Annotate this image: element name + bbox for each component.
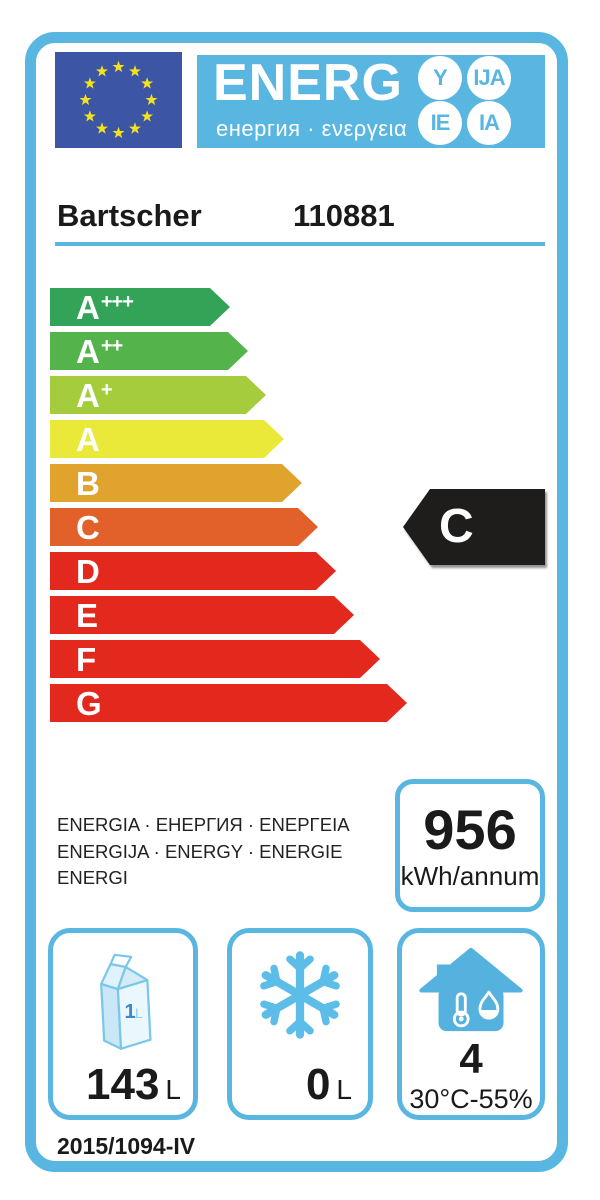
milk-carton-icon: 1 L <box>100 953 152 1050</box>
model-identifier: 110881 <box>293 198 395 233</box>
annual-energy-value: 956 <box>423 797 517 861</box>
carton-capacity-label: 1 <box>124 1001 135 1023</box>
scale-arrow-aplus: A+ <box>50 376 266 414</box>
suffix-bubble-ie: IE <box>418 101 462 145</box>
rating-indicator: C <box>403 489 545 565</box>
thermometer-icon <box>452 992 470 1028</box>
scale-arrow-sup: +++ <box>100 290 133 313</box>
scale-arrow-d: D <box>50 552 336 590</box>
scale-arrow-label: E <box>76 596 99 634</box>
energy-language-line: ENERGIA · ЕНЕРГИЯ · ΕΝΕΡΓΕΙΑ <box>57 814 350 835</box>
humidity-droplet-icon <box>478 990 500 1020</box>
scale-arrow-b: B <box>50 464 302 502</box>
scale-arrow-label: C <box>76 508 100 546</box>
annual-energy-unit: kWh/annum <box>400 860 540 891</box>
energ-wordmark: ENERG <box>213 54 403 112</box>
energy-language-line: ENERGI <box>57 867 128 888</box>
snowflake-icon <box>260 951 340 1039</box>
scale-arrow-f: F <box>50 640 380 678</box>
energy-word-languages: ENERGIA · ЕНЕРГИЯ · ΕΝΕΡΓΕΙΑ ENERGIJA · … <box>57 812 350 892</box>
fresh-volume-value: 143 <box>86 1060 160 1109</box>
scale-arrow-e: E <box>50 596 354 634</box>
scale-arrow-label: A <box>76 420 100 458</box>
scale-arrow-label: G <box>76 684 102 722</box>
fresh-volume-unit: L <box>165 1074 181 1105</box>
suffix-bubble-y: Y <box>418 56 462 100</box>
energ-subtitle: енергия · ενεργεια <box>216 116 408 141</box>
scale-arrow-a: A <box>50 420 284 458</box>
scale-arrow-sup: + <box>100 378 112 401</box>
scale-arrow-g: G <box>50 684 407 722</box>
scale-arrow-label: B <box>76 464 100 502</box>
header-divider <box>55 242 545 246</box>
scale-arrow-sup: ++ <box>100 334 123 357</box>
frozen-volume-value-row: 0 L <box>306 1063 352 1107</box>
rating-indicator-arrow: C <box>403 489 545 565</box>
scale-arrow-label: A+++ <box>76 288 133 326</box>
house-climate-icon <box>419 947 523 1032</box>
scale-arrow-label: A+ <box>76 376 112 414</box>
climate-class-value: 4 <box>459 1035 483 1082</box>
frozen-volume-value: 0 <box>305 1060 331 1109</box>
energy-language-line: ENERGIJA · ENERGY · ENERGIE <box>57 840 343 862</box>
frozen-volume-unit: L <box>336 1074 352 1105</box>
climate-range: 30°C-55% <box>409 1084 533 1114</box>
carton-capacity-unit: L <box>135 1006 143 1022</box>
rating-scale: A+++ A++ A+ A B C D E F G <box>50 288 550 728</box>
scale-arrow-aplusplusplus: A+++ <box>50 288 230 326</box>
rating-indicator-value: C <box>439 500 474 553</box>
scale-arrow-label: F <box>76 640 97 678</box>
climate-class-box: 4 30°C-55% <box>397 928 545 1120</box>
scale-arrow-label: D <box>76 552 100 590</box>
scale-arrow-label: A++ <box>76 332 123 370</box>
fresh-volume-value-row: 143 L <box>86 1063 181 1107</box>
suffix-bubble-ija: IJA <box>467 56 511 100</box>
scale-arrow-aplusplus: A++ <box>50 332 248 370</box>
scale-arrow-c: C <box>50 508 318 546</box>
fresh-volume-box: 1 L 143 L <box>48 928 198 1120</box>
annual-energy-box: 956 kWh/annum <box>395 779 545 912</box>
eu-flag-icon <box>55 52 182 148</box>
frozen-volume-box: 0 L <box>227 928 373 1120</box>
regulation-reference: 2015/1094-IV <box>57 1133 196 1159</box>
suffix-bubble-ia: IA <box>467 101 511 145</box>
supplier-name: Bartscher <box>57 198 202 233</box>
header-banner: ENERG енергия · ενεργεια Y IJA IE IA <box>197 54 545 148</box>
